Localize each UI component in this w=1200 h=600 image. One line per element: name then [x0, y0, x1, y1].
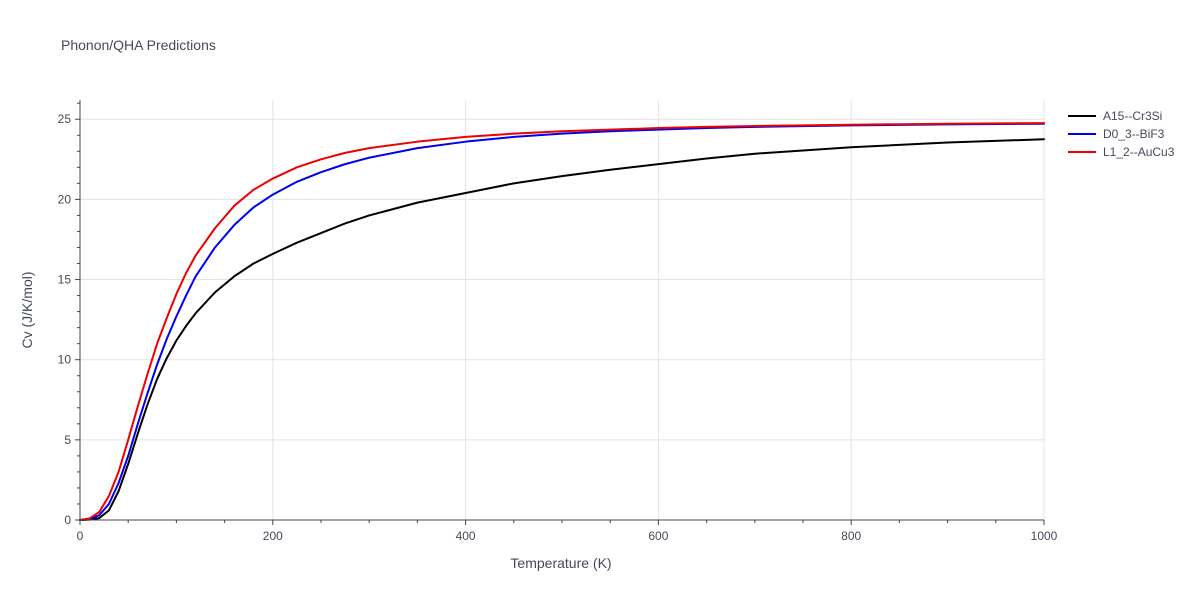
axes: [75, 100, 1045, 525]
chart-title: Phonon/QHA Predictions: [61, 37, 216, 53]
series-line-0: [79, 138, 1045, 521]
x-tick-label: 400: [456, 529, 476, 543]
legend-label: D0_3--BiF3: [1103, 127, 1165, 141]
y-axis-title: Cv (J/K/mol): [19, 272, 35, 349]
series-line-2: [79, 122, 1045, 521]
legend-label: L1_2--AuCu3: [1103, 145, 1175, 159]
x-tick-label: 200: [263, 529, 283, 543]
legend-item[interactable]: D0_3--BiF3: [1068, 127, 1165, 141]
gridlines: [80, 100, 1045, 520]
series-line-1: [79, 122, 1045, 521]
y-tick-label: 5: [64, 433, 71, 447]
y-tick-label: 15: [58, 273, 72, 287]
x-axis-ticks: 0 200 400 600 800 1000: [77, 529, 1058, 543]
legend-item[interactable]: A15--Cr3Si: [1068, 109, 1162, 123]
x-axis-title: Temperature (K): [510, 555, 611, 571]
x-tick-label: 0: [77, 529, 84, 543]
legend: A15--Cr3Si D0_3--BiF3 L1_2--AuCu3: [1068, 109, 1175, 159]
x-tick-label: 1000: [1031, 529, 1058, 543]
y-tick-label: 25: [58, 112, 72, 126]
y-tick-label: 20: [58, 192, 72, 206]
legend-label: A15--Cr3Si: [1103, 109, 1162, 123]
y-tick-label: 0: [64, 513, 71, 527]
x-tick-label: 600: [648, 529, 668, 543]
legend-item[interactable]: L1_2--AuCu3: [1068, 145, 1175, 159]
x-tick-label: 800: [841, 529, 861, 543]
y-tick-label: 10: [58, 353, 72, 367]
plot-area: [79, 122, 1045, 521]
y-axis-ticks: 0 5 10 15 20 25: [58, 112, 72, 527]
